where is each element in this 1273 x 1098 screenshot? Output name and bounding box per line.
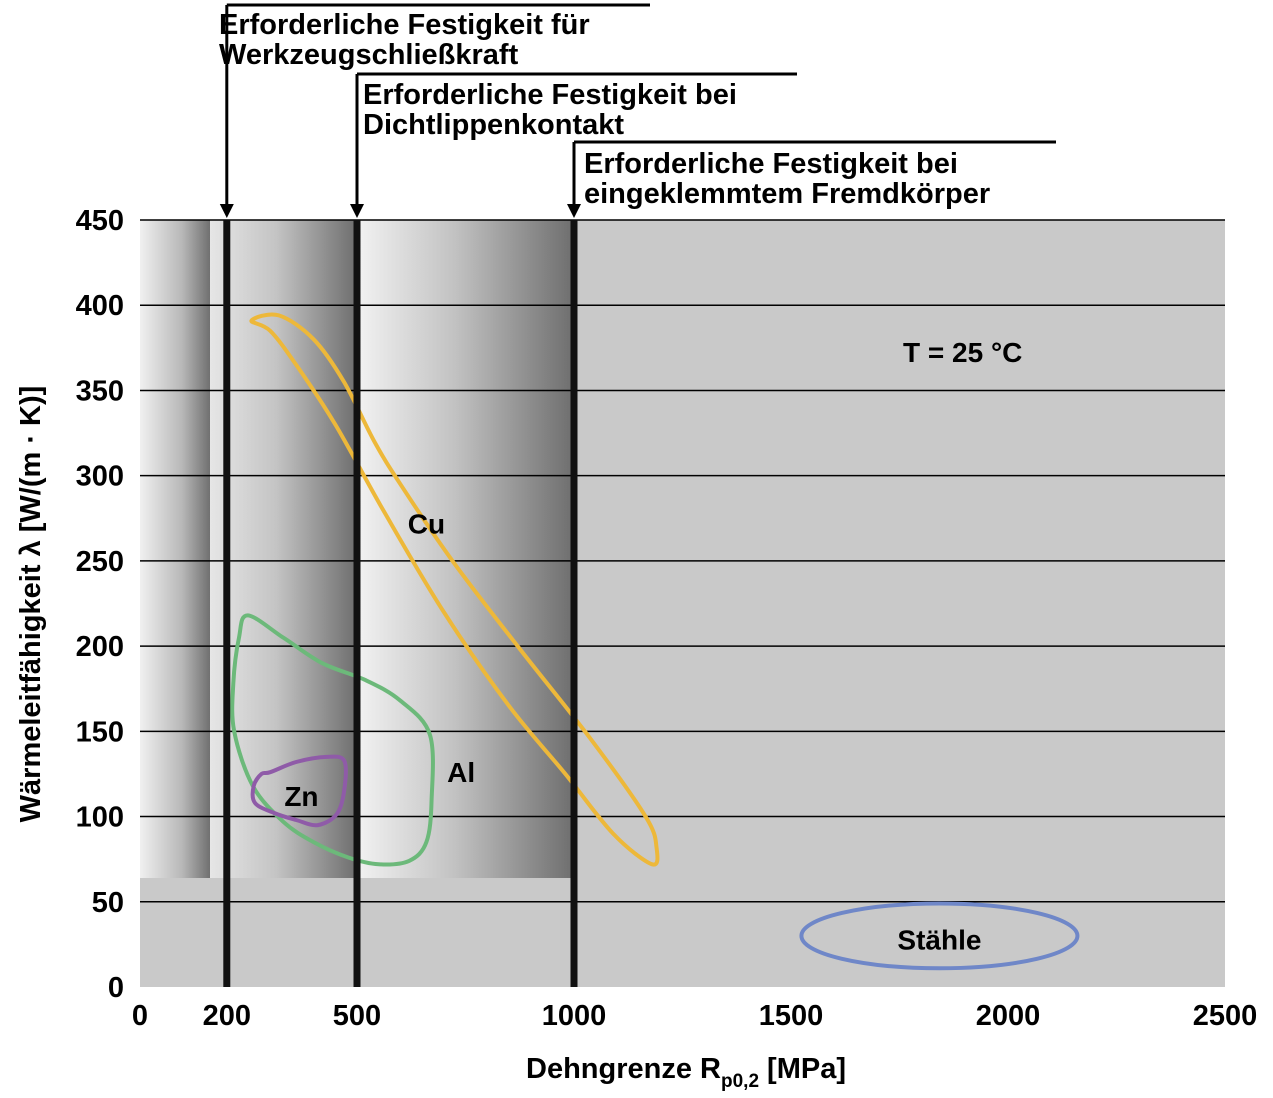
x-tick-label: 200 [203, 1000, 251, 1032]
x-tick-label: 2500 [1193, 1000, 1258, 1032]
temperature-annotation: T = 25 °C [903, 337, 1022, 368]
threshold-label: Dichtlippenkontakt [363, 109, 624, 141]
region-staehle-label: Stähle [897, 924, 981, 955]
threshold-label: Werkzeugschließkraft [219, 39, 519, 71]
y-tick-labels: 0 50 100 150 200 250 300 350 400 450 [76, 205, 124, 1004]
threshold-lines: Erforderliche Festigkeit fürWerkzeugschl… [219, 3, 1056, 987]
callout-arrowhead [219, 204, 234, 218]
y-tick-label: 400 [76, 290, 124, 322]
y-tick-label: 150 [76, 716, 124, 748]
y-axis-title: Wärmeleitfähigkeit λ [W/(m · K)] [15, 386, 47, 823]
x-tick-label: 0 [132, 1000, 148, 1032]
x-tick-label: 500 [333, 1000, 381, 1032]
y-tick-label: 450 [76, 205, 124, 237]
region-cu-label: Cu [408, 508, 445, 539]
x-tick-label: 1500 [759, 1000, 824, 1032]
region-staehle-outline [799, 901, 1080, 971]
y-tick-label: 200 [76, 631, 124, 663]
x-tick-label: 2000 [976, 1000, 1041, 1032]
x-axis-title-main: Dehngrenze R [526, 1053, 721, 1085]
x-tick-labels: 0 200 500 1000 1500 2000 2500 [132, 1000, 1257, 1032]
x-axis-title-subscript: p0,2 [721, 1071, 759, 1092]
y-tick-label: 50 [92, 887, 124, 919]
x-axis-title-unit: [MPa] [767, 1053, 846, 1085]
x-axis-title: Dehngrenze Rp0,2 [MPa] [526, 1053, 846, 1092]
callout-arrowhead [567, 204, 581, 218]
region-zn-outline [250, 754, 348, 828]
y-tick-label: 250 [76, 546, 124, 578]
y-tick-label: 100 [76, 802, 124, 834]
threshold-label: Erforderliche Festigkeit bei [584, 148, 958, 180]
threshold-label: Erforderliche Festigkeit für [219, 9, 590, 41]
region-al-label: Al [447, 757, 475, 788]
region-al-outline [230, 613, 435, 867]
y-tick-label: 0 [108, 972, 124, 1004]
y-tick-label: 350 [76, 375, 124, 407]
y-tick-label: 300 [76, 461, 124, 493]
threshold-label: Erforderliche Festigkeit bei [363, 79, 737, 111]
gradient-band-1 [140, 220, 210, 878]
gradient-band-3 [357, 220, 574, 878]
gridlines [140, 219, 1225, 903]
callout-arrowhead [350, 204, 364, 218]
threshold-label: eingeklemmtem Fremdkörper [584, 178, 990, 210]
region-zn-label: Zn [284, 781, 318, 812]
x-tick-label: 1000 [542, 1000, 607, 1032]
